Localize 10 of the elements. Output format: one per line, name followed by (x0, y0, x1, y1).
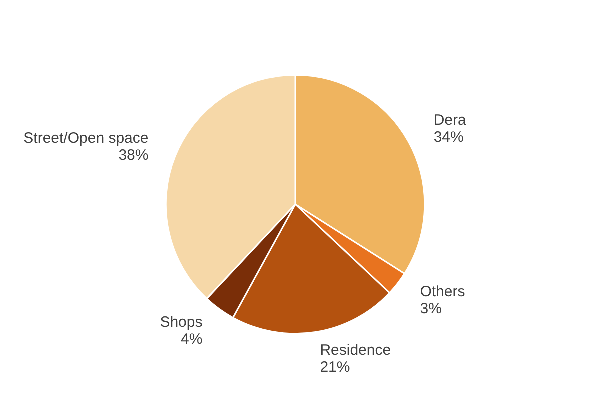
data-label: 3% (420, 300, 442, 318)
slice-label: Shops (160, 314, 203, 332)
data-label: 38% (118, 146, 149, 164)
data-label: 34% (434, 129, 464, 146)
slice-label: Residence (320, 342, 392, 360)
slice-label: Others (420, 284, 466, 300)
data-label: 4% (181, 331, 203, 348)
slice-label: Dera (434, 112, 467, 130)
slice-label: Street/Open space (24, 130, 149, 147)
data-label: 21% (320, 359, 350, 376)
